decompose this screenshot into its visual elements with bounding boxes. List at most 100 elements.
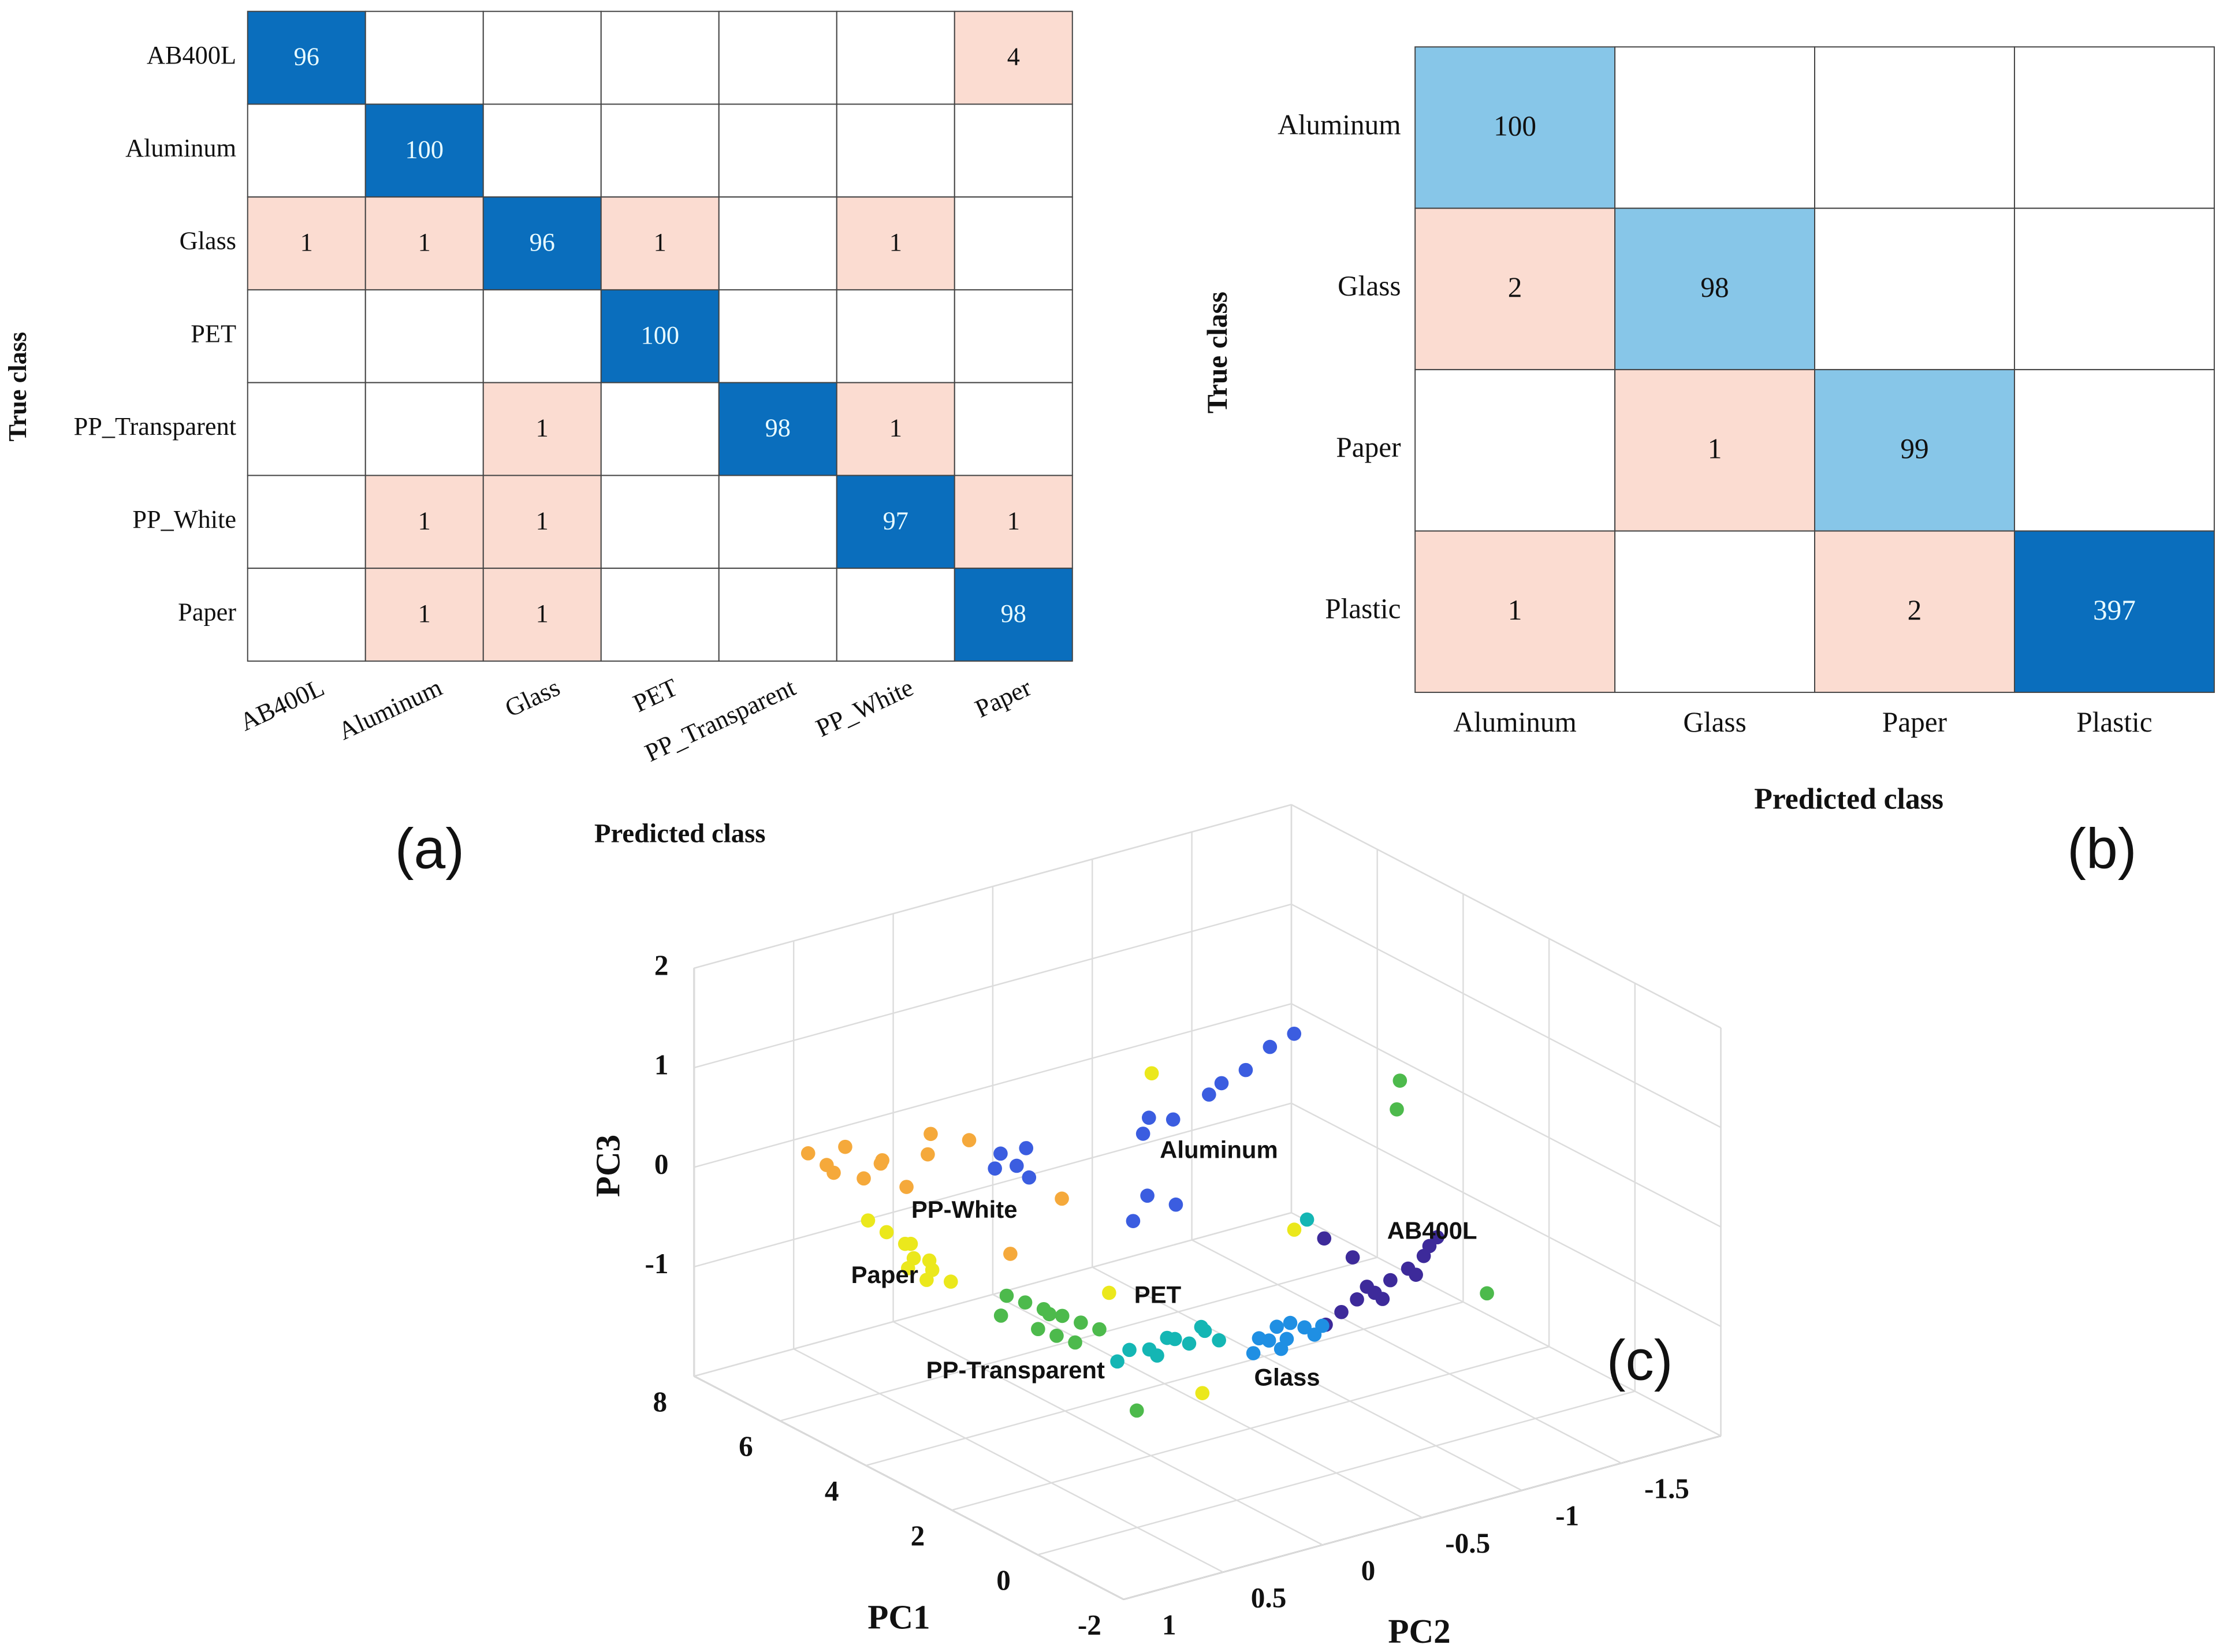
data-point: [879, 1225, 894, 1240]
cell-value: 100: [641, 321, 679, 349]
data-point: [1297, 1320, 1312, 1335]
x-tick-label: -2: [1078, 1609, 1101, 1640]
y-tick-label: 0.5: [1251, 1582, 1287, 1613]
row-label: Glass: [1338, 270, 1401, 302]
grid-line: [694, 903, 1292, 1069]
data-point: [1195, 1386, 1210, 1400]
matrix-cell: [954, 568, 1073, 662]
data-point: [800, 1146, 816, 1161]
x-tick-label: 2: [911, 1520, 925, 1552]
data-point: [1141, 1110, 1156, 1125]
matrix-cell: [718, 568, 837, 662]
row-label: Plastic: [1325, 593, 1401, 625]
data-point: [1110, 1354, 1124, 1369]
data-point: [962, 1133, 977, 1147]
column-label: Glass: [501, 673, 564, 723]
grid-line: [1191, 1239, 1622, 1464]
grid-line: [694, 1102, 1292, 1267]
data-point: [1345, 1250, 1360, 1265]
data-point: [1055, 1191, 1069, 1206]
data-point: [1317, 1231, 1332, 1246]
z-tick-label: 2: [654, 949, 669, 981]
matrix-cell: [247, 10, 366, 105]
matrix-cell: [836, 10, 955, 105]
y-tick-label: -1: [1555, 1500, 1579, 1532]
data-point: [1283, 1315, 1298, 1330]
row-label: PP_Transparent: [74, 412, 237, 441]
cell-value: 100: [405, 135, 444, 163]
data-point: [1390, 1102, 1404, 1117]
cell-value: 96: [294, 43, 319, 71]
grid-line: [694, 1375, 1124, 1600]
x-tick-label: 6: [739, 1430, 753, 1462]
matrix-cell: [1814, 369, 2015, 532]
data-point: [1383, 1273, 1398, 1288]
data-point: [1238, 1062, 1253, 1077]
matrix-cell: [247, 568, 366, 662]
data-point: [1212, 1333, 1226, 1348]
data-point: [1074, 1315, 1088, 1330]
x-axis-label: Predicted class: [1754, 783, 1943, 816]
data-point: [993, 1146, 1008, 1161]
matrix-cell: [364, 382, 484, 476]
data-point: [1144, 1066, 1159, 1081]
data-point: [919, 1273, 934, 1287]
matrix-cell: [364, 196, 484, 290]
cluster-label: AB400L: [1387, 1217, 1477, 1244]
data-point: [1055, 1308, 1070, 1323]
cell-value: 1: [536, 599, 549, 628]
z-tick-label: -1: [645, 1248, 669, 1280]
matrix-cell: [1414, 207, 1616, 371]
y-tick-label: 1: [1162, 1609, 1176, 1640]
grid-line: [1092, 1266, 1522, 1491]
column-label: Plastic: [2076, 706, 2152, 738]
x-tick-label: 0: [996, 1564, 1011, 1596]
y-axis-label: True class: [1201, 292, 1233, 413]
data-point: [1202, 1087, 1216, 1102]
data-point: [988, 1161, 1002, 1176]
cluster-label: Glass: [1254, 1363, 1320, 1390]
data-point: [1042, 1307, 1057, 1322]
data-point: [826, 1165, 841, 1180]
matrix-cell: [364, 289, 484, 383]
matrix-cell: [954, 475, 1073, 569]
data-point: [1140, 1188, 1155, 1203]
data-point: [1150, 1348, 1164, 1363]
grid-line: [1291, 1102, 1722, 1327]
cell-value: 98: [1001, 599, 1026, 628]
panel-label: (b): [2067, 816, 2136, 880]
matrix-cell: [364, 475, 484, 569]
column-label: PET: [629, 673, 682, 718]
data-point: [1022, 1170, 1037, 1185]
cell-value: 1: [654, 228, 666, 256]
data-point: [1166, 1112, 1181, 1127]
matrix-cell: [2013, 46, 2215, 209]
matrix-cell: [718, 103, 837, 198]
column-label: Paper: [971, 673, 1036, 723]
matrix-cell: [247, 382, 366, 476]
matrix-cell: [482, 382, 602, 476]
data-point: [1122, 1343, 1137, 1358]
matrix-cell: [836, 382, 955, 476]
column-label: PP_White: [811, 673, 918, 743]
data-point: [921, 1147, 935, 1162]
box-edge: [1291, 1212, 1722, 1437]
y-axis-label: PC2: [1388, 1612, 1450, 1650]
matrix-cell: [954, 103, 1073, 198]
cell-value: 1: [536, 414, 549, 442]
cell-value: 97: [883, 506, 908, 535]
data-point: [1409, 1267, 1423, 1282]
matrix-cell: [247, 196, 366, 290]
data-point: [1392, 1073, 1407, 1088]
cluster-label: Paper: [851, 1261, 918, 1288]
grid-line: [694, 804, 1292, 969]
cell-value: 2: [1908, 594, 1922, 626]
matrix-cell: [1614, 530, 1816, 693]
data-point: [999, 1288, 1014, 1303]
matrix-cell: [718, 289, 837, 383]
matrix-cell: [247, 289, 366, 383]
panel-label: (c): [1607, 1329, 1673, 1392]
data-point: [1287, 1222, 1302, 1237]
data-point: [943, 1274, 958, 1289]
